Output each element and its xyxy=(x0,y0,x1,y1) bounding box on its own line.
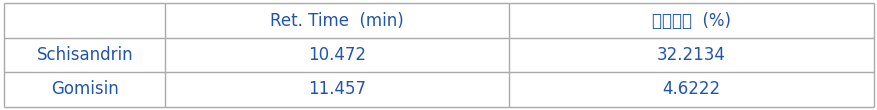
Text: Gomisin: Gomisin xyxy=(51,81,118,98)
Text: 상대함량  (%): 상대함량 (%) xyxy=(651,12,730,29)
Text: 11.457: 11.457 xyxy=(308,81,366,98)
Text: Ret. Time  (min): Ret. Time (min) xyxy=(270,12,403,29)
Text: 4.6222: 4.6222 xyxy=(661,81,719,98)
Text: 10.472: 10.472 xyxy=(308,46,366,64)
Text: 32.2134: 32.2134 xyxy=(656,46,724,64)
Text: Schisandrin: Schisandrin xyxy=(37,46,133,64)
